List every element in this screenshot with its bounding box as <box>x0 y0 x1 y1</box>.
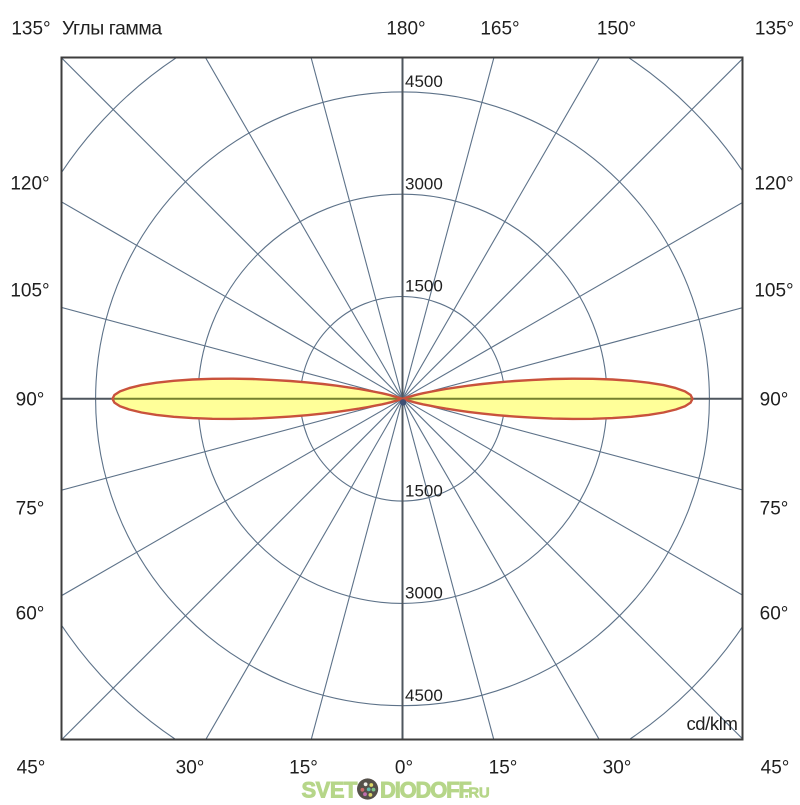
svg-text:135°: 135° <box>755 19 794 40</box>
svg-text:1500: 1500 <box>405 277 443 296</box>
svg-text:105°: 105° <box>754 281 793 302</box>
svg-text:90°: 90° <box>760 390 789 411</box>
svg-text:45°: 45° <box>17 758 46 779</box>
svg-text:60°: 60° <box>760 604 789 625</box>
svg-text:4500: 4500 <box>405 72 443 91</box>
svg-text:90°: 90° <box>16 390 45 411</box>
svg-text:3000: 3000 <box>405 584 443 603</box>
svg-text:SVET: SVET <box>302 778 359 801</box>
svg-text:105°: 105° <box>10 281 49 302</box>
svg-text:30°: 30° <box>176 758 205 779</box>
svg-text:.RU: .RU <box>465 785 490 801</box>
svg-text:1500: 1500 <box>405 481 443 500</box>
svg-text:120°: 120° <box>10 174 49 195</box>
svg-text:60°: 60° <box>16 604 45 625</box>
svg-text:150°: 150° <box>597 19 636 40</box>
svg-text:45°: 45° <box>761 758 790 779</box>
svg-text:3000: 3000 <box>405 174 443 193</box>
svg-text:15°: 15° <box>289 758 318 779</box>
svg-text:180°: 180° <box>386 19 425 40</box>
svg-text:30°: 30° <box>603 758 632 779</box>
svg-text:165°: 165° <box>480 19 519 40</box>
svg-text:0°: 0° <box>395 758 413 779</box>
svg-text:4500: 4500 <box>405 686 443 705</box>
svg-text:cd/klm: cd/klm <box>686 713 737 734</box>
svg-text:135°: 135° <box>11 19 50 40</box>
svg-text:75°: 75° <box>760 499 789 520</box>
svg-text:15°: 15° <box>489 758 518 779</box>
svg-text:Углы гамма: Углы гамма <box>62 18 162 40</box>
svg-text:120°: 120° <box>754 174 793 195</box>
svg-text:75°: 75° <box>16 499 45 520</box>
svg-text:DIODOFF: DIODOFF <box>380 778 471 801</box>
